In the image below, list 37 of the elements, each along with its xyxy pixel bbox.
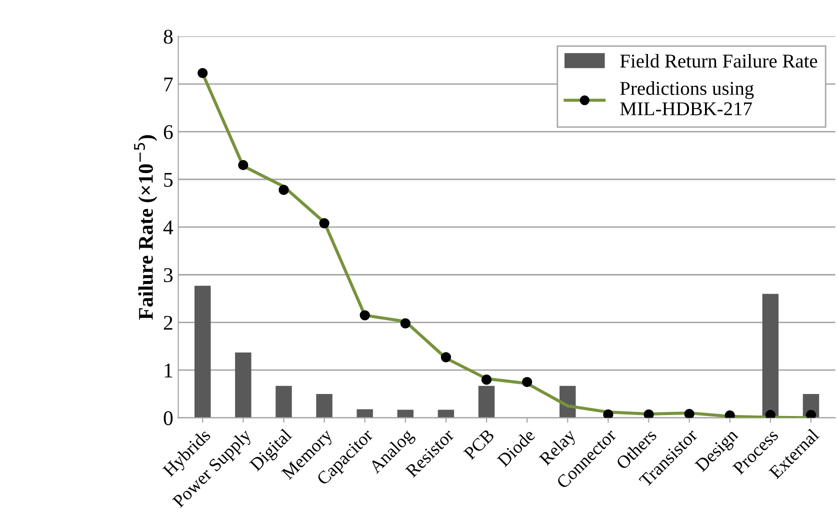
legend-label: Predictions using MIL-HDBK-217	[620, 81, 754, 116]
y-tick-label: 4	[163, 220, 174, 234]
y-tick-label: 2	[164, 316, 172, 330]
bar	[194, 286, 211, 418]
point	[481, 374, 492, 385]
point	[198, 68, 208, 78]
y-tick-label: 1	[164, 364, 172, 378]
y-tick-label: 5	[164, 172, 173, 187]
y-tick-label: 7	[164, 78, 173, 92]
bar	[438, 410, 454, 418]
bar	[762, 294, 779, 418]
bar	[316, 394, 332, 418]
bar	[478, 386, 495, 418]
bar	[356, 409, 373, 418]
point	[400, 318, 410, 328]
point	[278, 184, 289, 195]
x-tick-label: PCB	[463, 428, 495, 460]
point	[724, 410, 735, 418]
point	[522, 376, 532, 388]
bar	[276, 386, 292, 418]
point	[603, 409, 614, 418]
point	[806, 410, 816, 418]
bar	[235, 352, 252, 418]
point	[644, 409, 654, 418]
point	[360, 310, 370, 320]
y-tick-label: 0	[164, 411, 173, 426]
point	[319, 218, 330, 228]
y-tick-label: 8	[164, 30, 173, 44]
legend-label: Field Return Failure Rate	[620, 54, 818, 68]
bar	[397, 410, 414, 418]
point	[238, 160, 248, 170]
point	[684, 408, 694, 418]
y-tick-label: 3	[164, 268, 173, 282]
point	[440, 352, 452, 362]
y-tick-label: 6	[164, 125, 173, 140]
y-axis-title: Failure Rate (×10$^{−5}$)	[134, 135, 158, 320]
point	[765, 410, 776, 418]
